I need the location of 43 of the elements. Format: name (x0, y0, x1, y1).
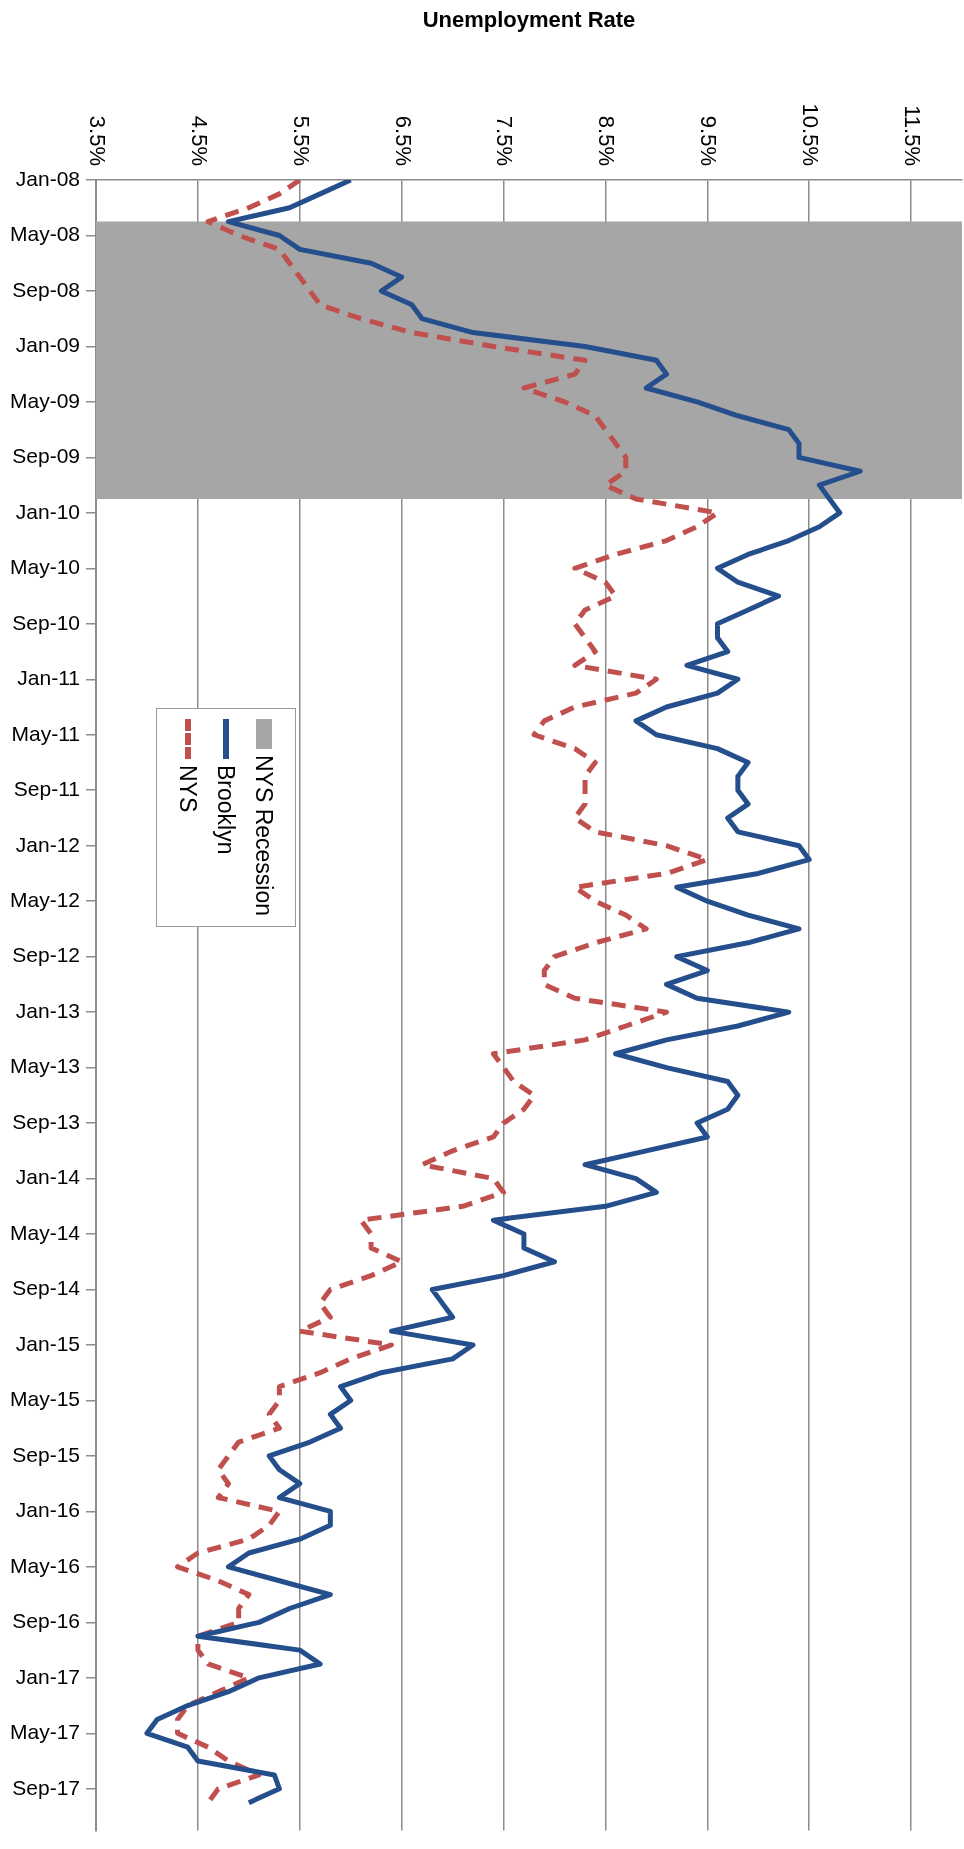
y-tick-label: May-16 (9, 1553, 81, 1577)
y-tick-label: Jan-14 (15, 1165, 81, 1189)
legend-label: NYS (175, 765, 202, 813)
x-tick-label: 4.5% (186, 115, 212, 166)
y-tick-label: May-08 (9, 222, 81, 246)
x-tick-label: 10.5% (798, 103, 824, 166)
y-tick-label: Sep-14 (12, 1276, 81, 1300)
y-tick-label: Sep-16 (12, 1609, 81, 1633)
y-tick-label: Jan-15 (15, 1331, 81, 1355)
y-tick-label: Sep-13 (12, 1109, 81, 1133)
y-tick-label: Sep-15 (12, 1442, 81, 1466)
y-tick-label: May-15 (9, 1387, 81, 1411)
x-tick-label: 11.5% (900, 105, 925, 166)
x-tick-label: 5.5% (288, 115, 314, 166)
y-tick-label: Sep-12 (12, 943, 81, 967)
x-tick-label: 8.5% (594, 115, 620, 166)
y-tick-label: Jan-12 (15, 832, 81, 856)
y-tick-label: May-14 (9, 1220, 81, 1244)
y-tick-label: May-13 (9, 1054, 81, 1078)
y-tick-label: May-10 (9, 555, 81, 579)
y-tick-label: Sep-10 (12, 610, 81, 634)
legend-label: Brooklyn (213, 765, 240, 855)
legend-label: NYS Recession (251, 755, 278, 917)
y-tick-label: May-12 (9, 887, 81, 911)
y-tick-label: Sep-08 (12, 277, 81, 301)
y-tick-label: Sep-09 (12, 444, 81, 468)
y-tick-label: May-11 (11, 721, 81, 745)
y-tick-label: Jan-09 (15, 333, 81, 357)
x-tick-label: 9.5% (696, 115, 722, 166)
y-tick-label: Jan-08 (15, 166, 81, 190)
y-tick-label: May-17 (9, 1720, 81, 1744)
y-tick-label: Jan-13 (15, 998, 81, 1022)
y-tick-label: May-09 (9, 388, 81, 412)
y-tick-label: Sep-17 (12, 1775, 81, 1799)
y-tick-label: Jan-17 (15, 1664, 81, 1688)
x-tick-label: 6.5% (390, 115, 416, 166)
y-tick-label: Jan-16 (15, 1498, 81, 1522)
y-tick-label: Jan-11 (17, 666, 81, 690)
x-axis-title: Unemployment Rate (422, 7, 636, 33)
y-tick-label: Jan-10 (15, 499, 81, 523)
x-tick-label: 7.5% (492, 115, 518, 166)
x-tick-label: 3.5% (84, 115, 110, 166)
y-tick-label: Sep-11 (13, 777, 81, 801)
